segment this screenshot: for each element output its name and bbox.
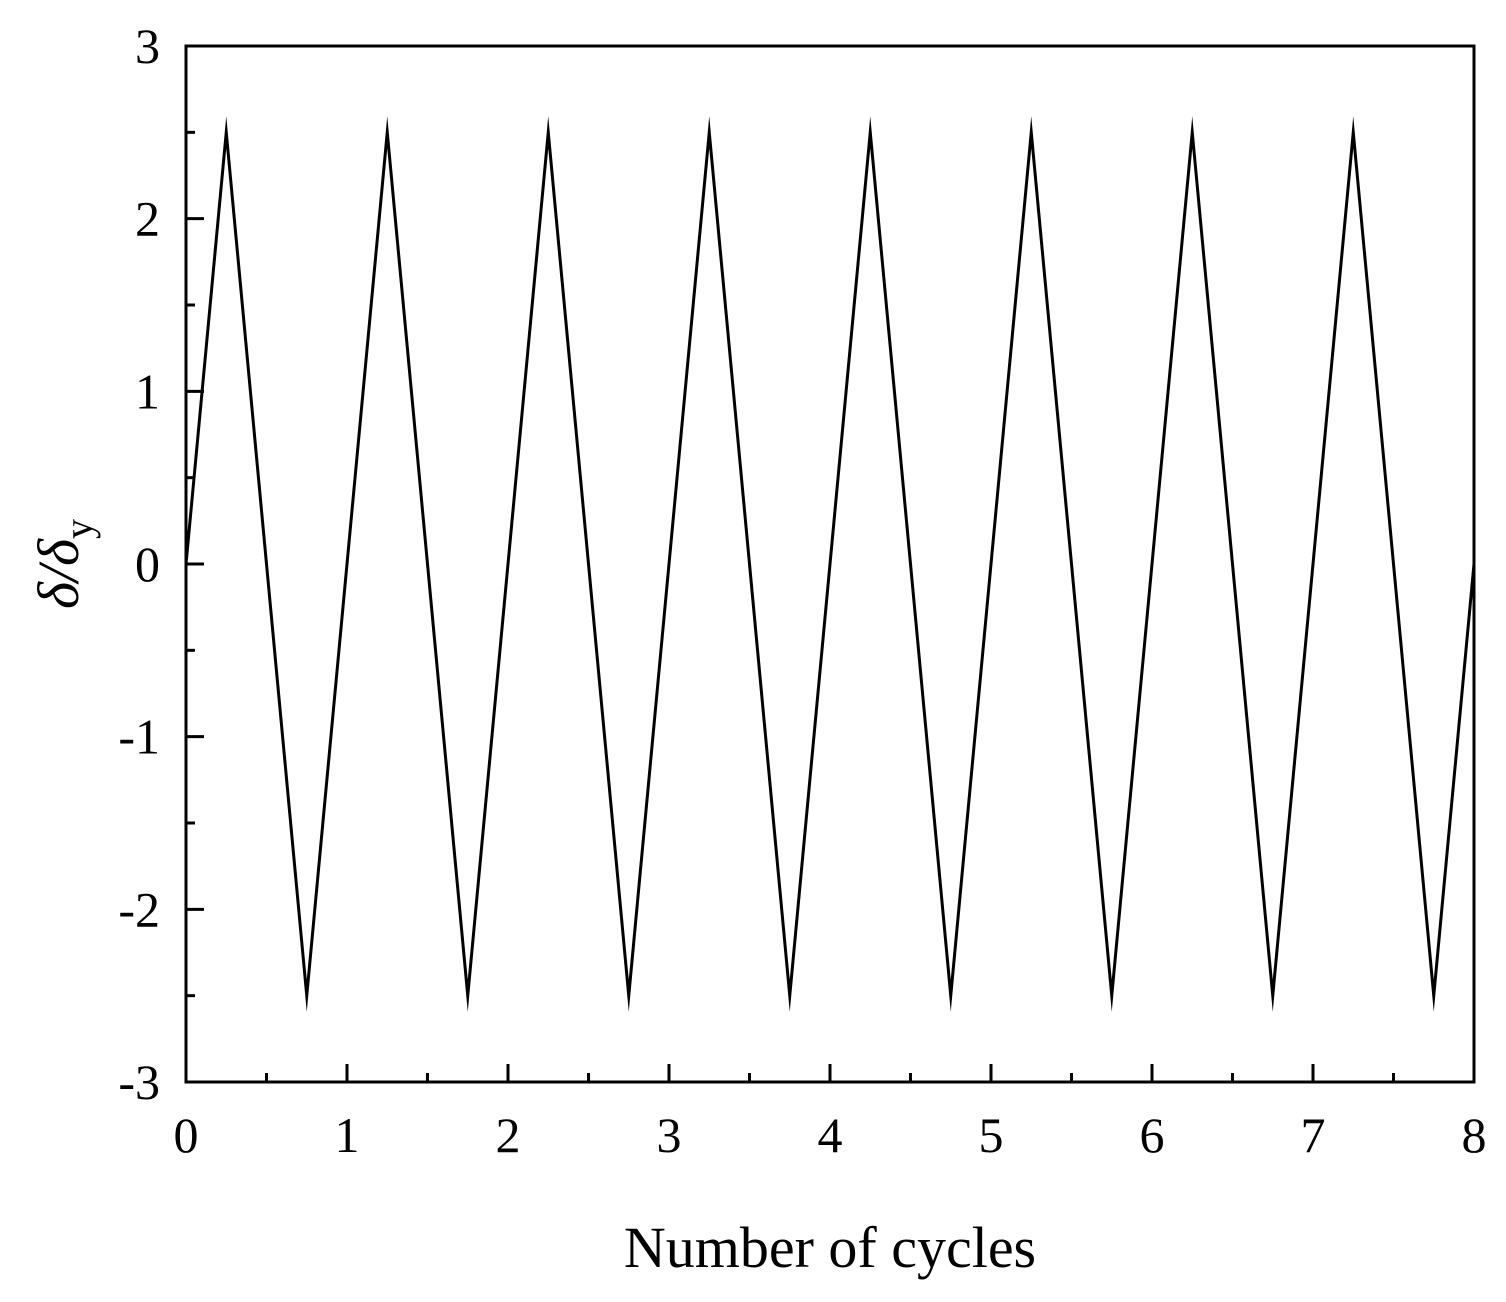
x-tick-label: 8 (1462, 1107, 1487, 1163)
y-tick-label: -1 (118, 709, 160, 765)
y-axis-label-subscript: y (56, 519, 101, 539)
x-tick-label: 5 (979, 1107, 1004, 1163)
x-tick-label: 3 (657, 1107, 682, 1163)
x-tick-label: 2 (496, 1107, 521, 1163)
y-tick-label: 1 (135, 363, 160, 419)
y-axis-ticks (186, 44, 204, 1084)
y-axis-label-main: δ/δ (26, 538, 91, 609)
y-axis-tick-labels: -3 -2 -1 0 1 2 3 (118, 18, 160, 1110)
x-tick-label: 7 (1301, 1107, 1326, 1163)
y-tick-label: 0 (135, 536, 160, 592)
x-tick-label: 4 (818, 1107, 843, 1163)
x-tick-label: 6 (1140, 1107, 1165, 1163)
y-axis-label: δ/δy (26, 519, 101, 609)
series-line (184, 116, 1476, 1012)
plot-area-frame (184, 44, 1476, 1084)
x-axis-tick-labels: 0 1 2 3 4 5 6 7 8 (174, 1107, 1487, 1163)
y-tick-label: -2 (118, 881, 160, 937)
x-tick-label: 1 (335, 1107, 360, 1163)
y-tick-label: 2 (135, 191, 160, 247)
series-group (184, 116, 1476, 1012)
y-tick-label: 3 (135, 18, 160, 74)
x-axis-ticks (184, 1064, 1476, 1082)
x-axis-label: Number of cycles (624, 1215, 1036, 1280)
y-tick-label: -3 (118, 1054, 160, 1110)
x-tick-label: 0 (174, 1107, 199, 1163)
svg-text:δ/δy: δ/δy (26, 519, 101, 609)
